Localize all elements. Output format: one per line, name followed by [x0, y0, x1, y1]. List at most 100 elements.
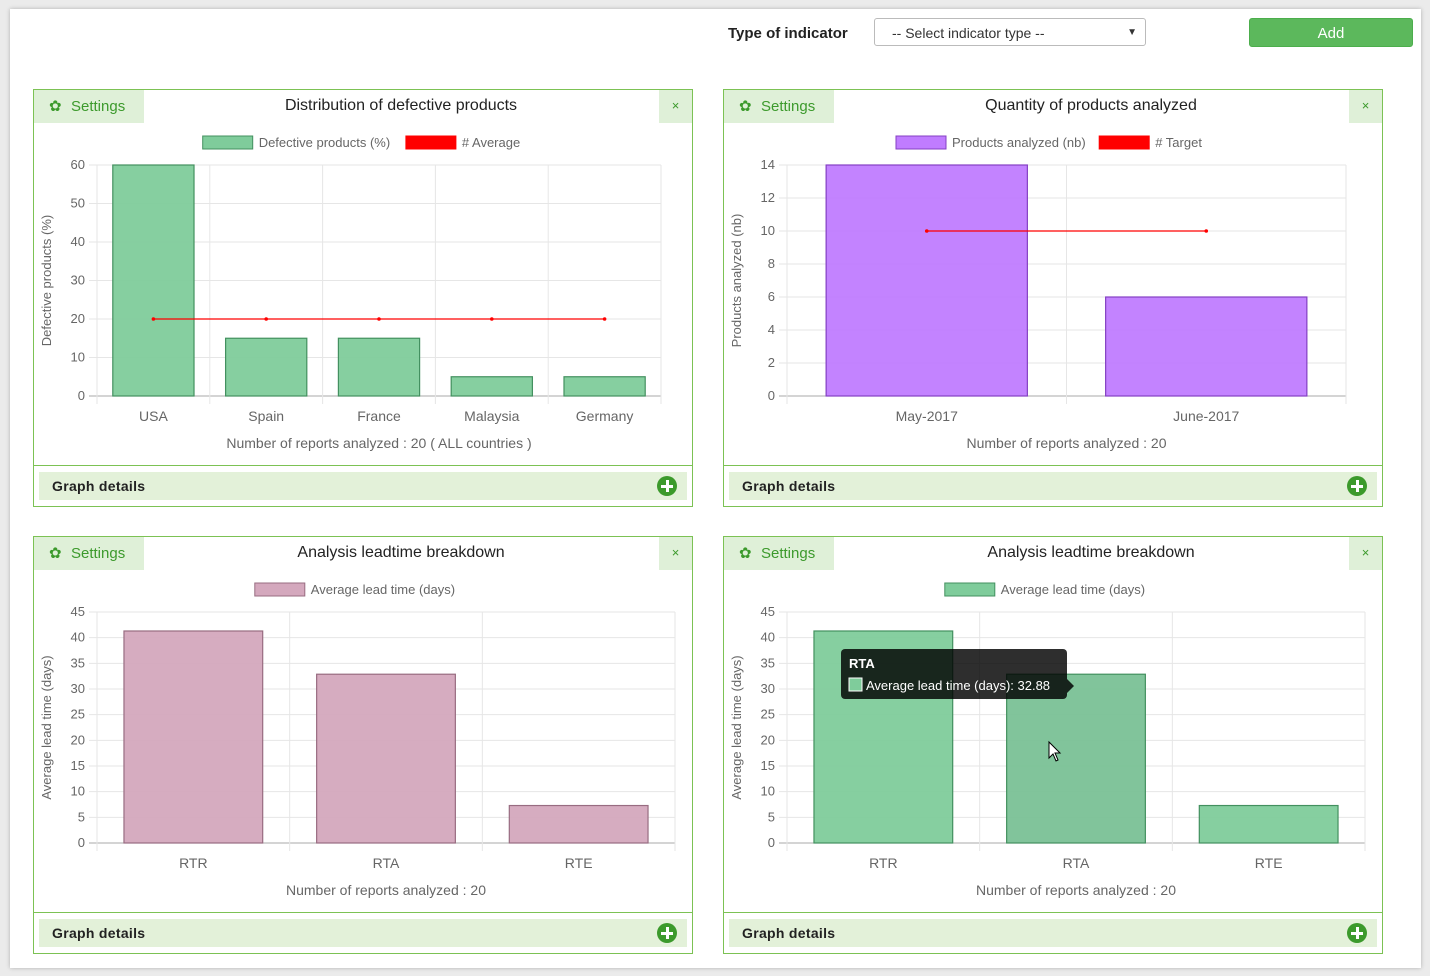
legend-swatch — [254, 582, 306, 597]
y-tick-label: 25 — [761, 707, 775, 722]
bar — [123, 630, 264, 844]
y-axis-label: Average lead time (days) — [729, 655, 744, 799]
mouse-cursor-icon — [1048, 740, 1062, 762]
panel-title: Quantity of products analyzed — [985, 97, 1197, 114]
y-tick-label: 30 — [761, 681, 775, 696]
settings-button[interactable]: ✿ Settings — [724, 537, 834, 570]
indicator-type-label: Type of indicator — [728, 25, 848, 42]
y-tick-label: 5 — [768, 809, 775, 824]
close-button[interactable]: × — [659, 537, 692, 570]
add-button[interactable]: Add — [1249, 18, 1413, 47]
settings-button[interactable]: ✿ Settings — [724, 90, 834, 123]
legend-label: Products analyzed (nb) — [952, 135, 1086, 150]
y-tick-label: 10 — [761, 784, 775, 799]
gear-icon: ✿ — [739, 98, 752, 115]
plus-circle-icon[interactable] — [1347, 476, 1367, 496]
plus-circle-icon[interactable] — [1347, 923, 1367, 943]
y-tick-label: 35 — [761, 655, 775, 670]
bar — [224, 337, 308, 397]
bar — [1006, 673, 1146, 844]
settings-button[interactable]: ✿ Settings — [34, 537, 144, 570]
bar — [450, 376, 534, 397]
close-button[interactable]: × — [1349, 537, 1382, 570]
y-tick-label: 45 — [71, 604, 85, 619]
chart-panel-leadtime-1: ✿ Settings Analysis leadtime breakdown ×… — [33, 536, 693, 954]
caret-down-icon: ▼ — [1127, 27, 1137, 38]
close-button[interactable]: × — [1349, 90, 1382, 123]
x-tick-label: Germany — [576, 408, 634, 424]
graph-details-label: Graph details — [742, 925, 836, 941]
line-point — [151, 317, 156, 321]
y-tick-label: 60 — [71, 157, 85, 172]
y-tick-label: 20 — [761, 732, 775, 747]
x-tick-label: June-2017 — [1173, 408, 1239, 424]
y-tick-label: 10 — [761, 223, 775, 238]
x-tick-label: Malaysia — [464, 408, 519, 424]
bar — [337, 337, 421, 397]
y-tick-label: 40 — [761, 630, 775, 645]
chart-svg: Products analyzed (nb) # Target 0 2 4 6 8 10 12 1… — [729, 135, 1347, 451]
panel-title: Analysis leadtime breakdown — [987, 544, 1195, 561]
settings-label: Settings — [761, 98, 816, 115]
settings-label: Settings — [71, 545, 126, 562]
reports-count-label: Number of reports analyzed : 20 ( ALL co… — [226, 435, 531, 451]
gear-icon: ✿ — [49, 545, 62, 562]
legend-label: Average lead time (days) — [1001, 582, 1145, 597]
bar — [112, 164, 195, 397]
indicator-type-select[interactable]: -- Select indicator type -- ▼ — [874, 18, 1146, 46]
y-tick-label: 40 — [71, 234, 85, 249]
graph-details: Graph details — [724, 912, 1382, 955]
y-tick-label: 0 — [78, 388, 85, 403]
legend-swatch — [944, 582, 996, 597]
x-tick-label: RTE — [1255, 855, 1283, 871]
y-tick-label: 45 — [761, 604, 775, 619]
graph-details-bar[interactable]: Graph details — [39, 472, 687, 500]
reports-count-label: Number of reports analyzed : 20 — [967, 435, 1167, 451]
y-tick-label: 2 — [768, 355, 775, 370]
graph-details-bar[interactable]: Graph details — [39, 919, 687, 947]
graph-details: Graph details — [34, 465, 692, 508]
bar — [508, 804, 649, 844]
chart-panel-defective: ✿ Settings Distribution of defective pro… — [33, 89, 693, 507]
y-tick-label: 14 — [761, 157, 775, 172]
legend-swatch — [405, 135, 457, 150]
y-tick-label: 40 — [71, 630, 85, 645]
y-tick-label: 20 — [71, 311, 85, 326]
graph-details-label: Graph details — [52, 478, 146, 494]
graph-details-bar[interactable]: Graph details — [729, 919, 1377, 947]
x-tick-label: RTA — [1063, 855, 1090, 871]
legend-swatch — [202, 135, 254, 150]
settings-label: Settings — [761, 545, 816, 562]
line-point — [1204, 229, 1209, 233]
tooltip-caret — [1067, 679, 1074, 693]
bar — [825, 164, 1028, 397]
y-tick-label: 0 — [768, 388, 775, 403]
y-tick-label: 10 — [71, 784, 85, 799]
chart-panel-leadtime-2: ✿ Settings Analysis leadtime breakdown ×… — [723, 536, 1383, 954]
close-button[interactable]: × — [659, 90, 692, 123]
legend-label: # Target — [1155, 135, 1202, 150]
x-tick-label: France — [357, 408, 401, 424]
graph-details: Graph details — [34, 912, 692, 955]
gear-icon: ✿ — [49, 98, 62, 115]
y-tick-label: 15 — [761, 758, 775, 773]
plus-circle-icon[interactable] — [657, 476, 677, 496]
y-axis-label: Average lead time (days) — [39, 655, 54, 799]
chart-svg: Defective products (%) # Average 0 10 20 30 40… — [39, 135, 662, 451]
bar — [1105, 296, 1308, 397]
bar — [563, 376, 646, 397]
legend-label: Average lead time (days) — [311, 582, 455, 597]
reports-count-label: Number of reports analyzed : 20 — [976, 882, 1176, 898]
plus-circle-icon[interactable] — [657, 923, 677, 943]
graph-details-label: Graph details — [52, 925, 146, 941]
graph-details-bar[interactable]: Graph details — [729, 472, 1377, 500]
settings-button[interactable]: ✿ Settings — [34, 90, 144, 123]
y-tick-label: 0 — [768, 835, 775, 850]
y-tick-label: 20 — [71, 732, 85, 747]
x-tick-label: May-2017 — [896, 408, 958, 424]
legend-label: Defective products (%) — [259, 135, 391, 150]
y-tick-label: 35 — [71, 655, 85, 670]
x-tick-label: RTA — [373, 855, 400, 871]
x-tick-label: RTR — [179, 855, 208, 871]
x-tick-label: USA — [139, 408, 168, 424]
